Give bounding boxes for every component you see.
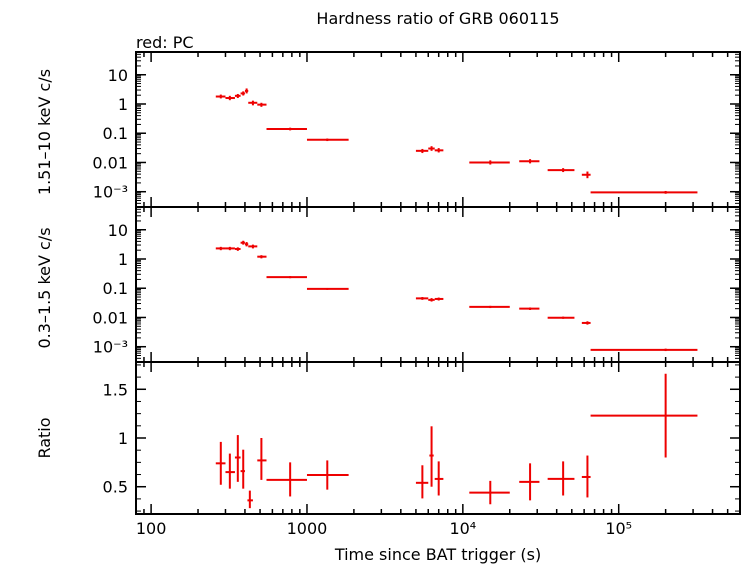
y-axis-label-middle: 0.3–1.5 keV c/s [35, 227, 54, 348]
data-point [247, 490, 253, 509]
y-tick-label: 0.1 [103, 279, 128, 298]
data-point [306, 460, 349, 490]
x-axis-label: Time since BAT trigger (s) [334, 545, 541, 564]
data-point [225, 246, 235, 251]
data-point [434, 148, 444, 153]
y-tick-label: 10⁻³ [93, 183, 128, 202]
y-tick-label: 1 [118, 95, 128, 114]
data-point [428, 146, 435, 151]
data-point [225, 95, 235, 101]
data-point [590, 190, 698, 194]
data-point [306, 287, 349, 290]
panel-frame [135, 206, 741, 363]
x-tick-label: 1000 [287, 519, 328, 538]
y-tick-label: 1.5 [103, 380, 128, 399]
data-point [415, 148, 429, 154]
data-point [244, 242, 249, 247]
data-point [415, 297, 429, 300]
panel-soft-band: 10⁻³ 0.01 0.1 1 10 [92, 206, 741, 363]
data-point [581, 455, 591, 498]
data-point [519, 463, 540, 501]
data-point [415, 465, 429, 499]
data-point [266, 127, 307, 131]
panel-ratio: 0.5 1 1.5 100 1000 10⁴ 10⁵ [103, 361, 741, 538]
data-point [306, 138, 349, 142]
data-point [215, 94, 226, 99]
y-tick-label: 1 [118, 250, 128, 269]
data-point [225, 453, 235, 489]
data-point [469, 480, 510, 505]
data-point [581, 321, 591, 325]
data-point [234, 435, 241, 482]
data-point [590, 373, 698, 458]
y-tick-label: 0.01 [92, 308, 128, 327]
y-axis-label-bottom: Ratio [35, 417, 54, 458]
data-point [234, 247, 241, 251]
data-point [257, 255, 267, 259]
y-tick-label: 10 [108, 221, 128, 240]
data-point [215, 246, 226, 251]
data-point [244, 88, 249, 94]
y-tick-label: 0.1 [103, 124, 128, 143]
data-point [429, 426, 434, 487]
y-tick-label: 0.01 [92, 153, 128, 172]
data-point [266, 276, 307, 279]
data-point [257, 438, 267, 480]
data-point [519, 307, 540, 311]
data-point [240, 449, 245, 489]
data-point [434, 461, 444, 496]
data-point [547, 168, 575, 173]
y-tick-label: 10 [108, 66, 128, 85]
y-tick-label: 1 [118, 429, 128, 448]
data-point [547, 461, 575, 496]
data-point [469, 160, 510, 165]
data-point [547, 316, 575, 319]
data-point [266, 462, 307, 497]
data-point [240, 240, 245, 245]
data-point [469, 305, 510, 309]
chart-title: Hardness ratio of GRB 060115 [316, 9, 559, 28]
x-tick-label: 100 [136, 519, 167, 538]
data-point [519, 159, 540, 164]
panel-frame [135, 51, 741, 208]
y-axis-label-top: 1.51–10 keV c/s [35, 69, 54, 195]
data-point [581, 171, 591, 179]
x-tick-label: 10⁵ [605, 519, 632, 538]
data-point [590, 348, 698, 352]
y-tick-label: 0.5 [103, 478, 128, 497]
x-tick-label: 10⁴ [449, 519, 476, 538]
data-point [434, 297, 444, 301]
data-point [240, 91, 245, 96]
chart-subtitle: red: PC [136, 33, 194, 52]
data-point [234, 93, 241, 99]
data-point [248, 244, 258, 249]
data-point [428, 298, 435, 302]
data-point [215, 441, 226, 485]
panel-hard-band: 10⁻³ 0.01 0.1 1 10 [92, 51, 741, 208]
y-tick-label: 10⁻³ [93, 338, 128, 357]
data-point [248, 100, 258, 106]
data-point [257, 102, 267, 107]
